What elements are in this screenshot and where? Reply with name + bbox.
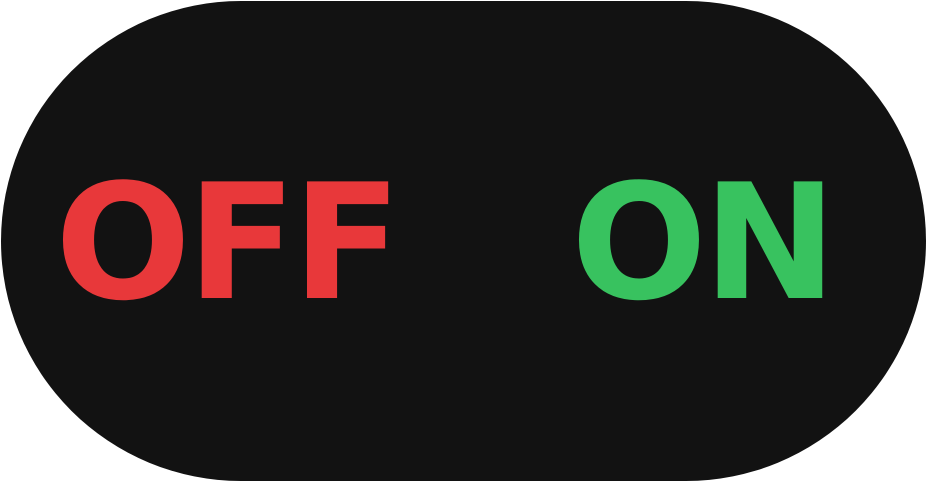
- on-label: ON: [571, 149, 837, 336]
- off-label: OFF: [55, 149, 402, 336]
